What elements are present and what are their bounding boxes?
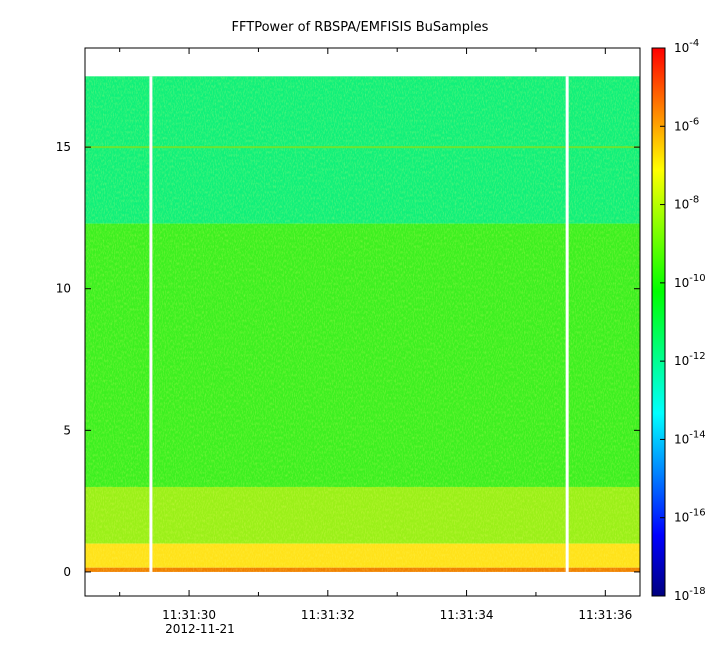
spectral-line <box>85 146 640 149</box>
colorbar-tick-label: 10-8 <box>674 195 699 212</box>
colorbar-tick-label: 10-6 <box>674 116 699 133</box>
y-tick-label: 15 <box>56 140 71 154</box>
y-tick-label: 0 <box>63 565 71 579</box>
data-gap <box>565 76 569 572</box>
x-tick-label: 11:31:32 <box>301 608 355 622</box>
spectrogram-plot <box>84 47 641 597</box>
colorbar-tick-label: 10-4 <box>674 38 699 55</box>
x-tick-label: 11:31:34 <box>440 608 494 622</box>
x-date-label: 2012-11-21 <box>165 622 235 636</box>
y-tick-label: 5 <box>63 423 71 437</box>
colorbar-scale <box>651 47 666 597</box>
plot-frame <box>84 47 641 597</box>
data-gap <box>149 76 153 572</box>
y-tick-label: 10 <box>56 282 71 296</box>
colorbar-tick-label: 10-18 <box>674 586 706 603</box>
x-tick-label: 11:31:36 <box>578 608 632 622</box>
y-axis: 0 5 10 15 <box>56 140 640 579</box>
colorbar-tick-label: 10-10 <box>674 273 706 290</box>
colorbar-tick-label: 10-12 <box>674 351 706 368</box>
chart-title: FFTPower of RBSPA/EMFISIS BuSamples <box>232 20 489 35</box>
noise-texture <box>85 76 640 572</box>
colorbar-tick-label: 10-16 <box>674 508 706 525</box>
colorbar-tick-label: 10-14 <box>674 429 706 446</box>
colorbar: 10-4 10-6 10-8 10-10 10-12 10-14 10-16 10-18 <box>651 38 706 603</box>
x-tick-label: 11:31:30 <box>162 608 216 622</box>
